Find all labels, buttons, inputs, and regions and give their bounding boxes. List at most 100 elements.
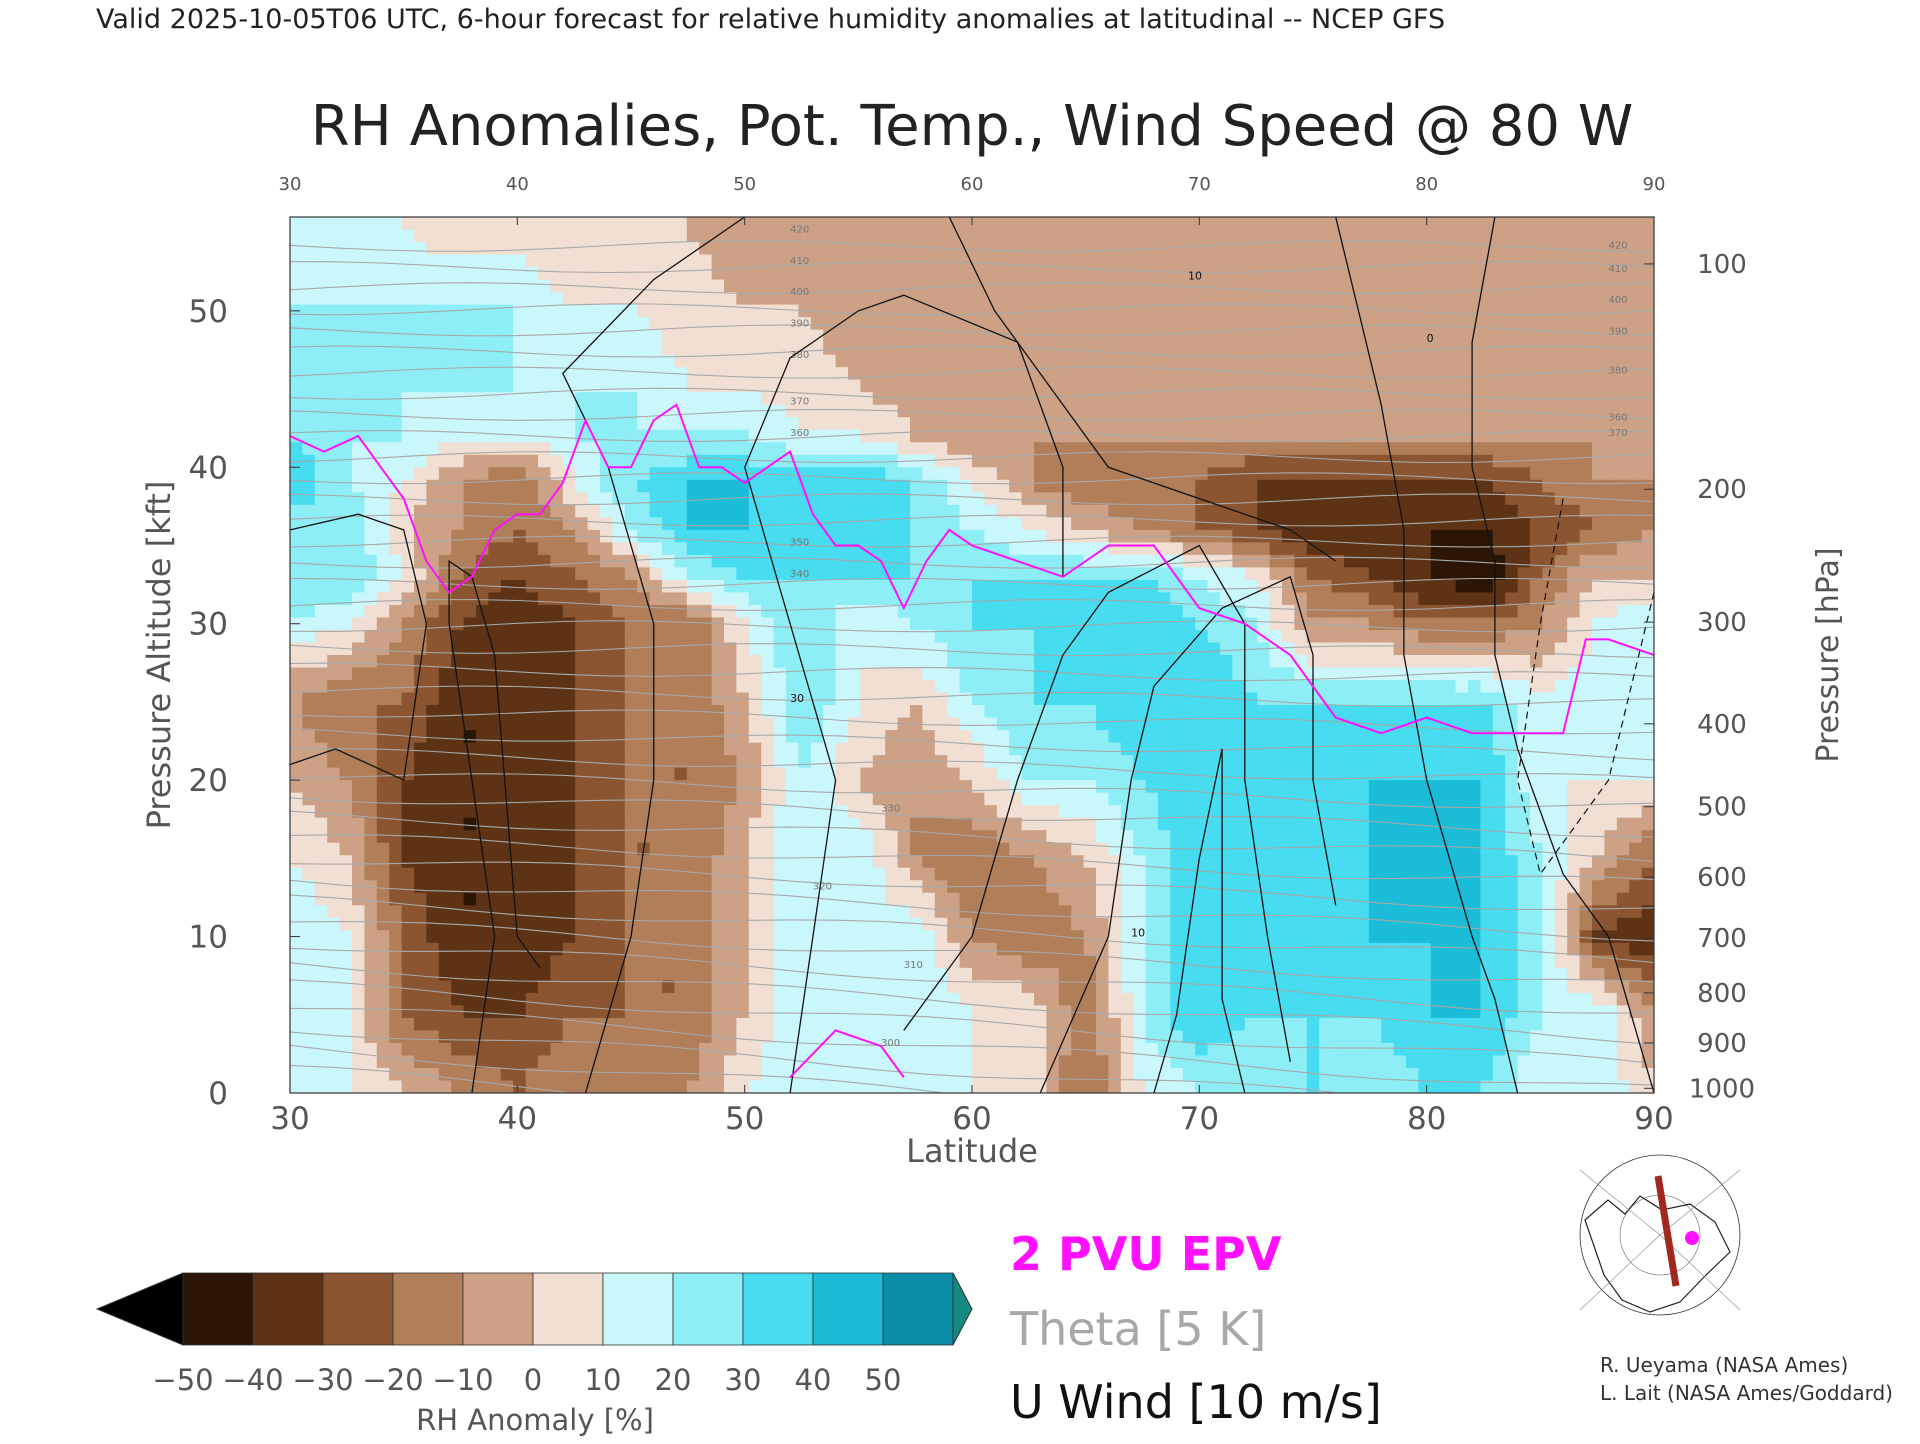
rh-cell [426, 317, 440, 331]
rh-cell [1108, 592, 1122, 606]
rh-cell [488, 504, 502, 518]
rh-cell [1145, 304, 1159, 318]
rh-cell [860, 755, 874, 769]
rh-cell [1244, 717, 1258, 731]
rh-cell [352, 354, 365, 368]
rh-cell [699, 279, 713, 293]
rh-cell [1207, 730, 1221, 744]
rh-cell [1083, 692, 1097, 706]
rh-cell [290, 730, 303, 744]
rh-cell [1505, 529, 1519, 543]
rh-cell [922, 467, 936, 481]
rh-cell [624, 392, 638, 406]
rh-cell [290, 780, 303, 794]
rh-cell [922, 767, 936, 781]
rh-cell [1393, 267, 1407, 281]
rh-cell [1269, 317, 1283, 331]
rh-cell [302, 680, 316, 694]
rh-cell [339, 329, 353, 343]
rh-cell [488, 717, 502, 731]
rh-cell [1629, 504, 1643, 518]
rh-cell [1344, 667, 1357, 681]
rh-cell [1368, 329, 1382, 343]
rh-cell [1331, 429, 1345, 443]
rh-cell [538, 279, 551, 293]
rh-cell [1368, 755, 1382, 769]
rh-cell [773, 267, 787, 281]
rh-cell [996, 304, 1010, 318]
rh-cell [1629, 567, 1643, 581]
rh-cell [488, 354, 502, 368]
rh-cell [1393, 567, 1407, 581]
rh-cell [513, 554, 527, 568]
rh-cell [1158, 442, 1171, 456]
rh-cell [662, 354, 675, 368]
rh-cell [1319, 317, 1333, 331]
rh-cell [1468, 292, 1481, 306]
rh-cell [674, 554, 688, 568]
rh-cell [1368, 267, 1382, 281]
rh-cell [1120, 629, 1134, 644]
rh-cell [376, 542, 390, 556]
rh-cell [1592, 504, 1605, 518]
rh-cell [1480, 442, 1494, 456]
rh-cell [562, 304, 576, 318]
rh-cell [438, 717, 452, 731]
rh-cell [724, 742, 737, 756]
rh-cell [823, 229, 837, 243]
rh-cell [934, 467, 948, 481]
rh-cell [438, 529, 452, 543]
rh-cell [711, 755, 725, 769]
rh-cell [612, 454, 626, 468]
rh-cell [984, 267, 998, 281]
rh-cell [1368, 467, 1382, 481]
rh-cell [600, 404, 613, 418]
rh-cell [959, 354, 973, 368]
rh-cell [1430, 592, 1444, 606]
rh-cell [860, 567, 874, 581]
rh-cell [1492, 717, 1506, 731]
rh-cell [1133, 629, 1147, 644]
rh-cell [1443, 680, 1457, 694]
rh-cell [686, 404, 700, 418]
rh-cell [612, 292, 626, 306]
rh-cell [1393, 492, 1407, 506]
rh-cell [463, 254, 477, 268]
rh-cell [1579, 417, 1593, 431]
rh-cell [922, 567, 936, 581]
rh-cell [724, 254, 737, 268]
rh-cell [1158, 517, 1171, 531]
rh-cell [550, 579, 564, 594]
rh-cell [959, 504, 973, 518]
rh-cell [897, 242, 911, 256]
rh-cell [637, 317, 651, 331]
rh-cell [525, 279, 539, 293]
rh-cell [414, 517, 427, 531]
rh-cell [1393, 329, 1407, 343]
rh-cell [476, 292, 489, 306]
rh-cell [1455, 529, 1469, 543]
rh-cell [1133, 692, 1147, 706]
rh-cell [934, 642, 948, 656]
rh-cell [612, 629, 626, 644]
rh-cell [1381, 217, 1395, 231]
rh-cell [352, 304, 365, 318]
rh-cell [1381, 342, 1395, 356]
rh-cell [1319, 429, 1333, 443]
rh-cell [463, 354, 477, 368]
rh-cell [1604, 367, 1618, 381]
rh-cell [426, 217, 440, 231]
rh-cell [1592, 717, 1605, 731]
rh-cell [786, 755, 799, 769]
rh-cell [674, 767, 688, 781]
rh-cell [1641, 730, 1654, 744]
rh-cell [860, 642, 874, 656]
rh-cell [872, 717, 886, 731]
rh-cell [823, 517, 837, 531]
rh-cell [773, 529, 787, 543]
rh-cell [290, 642, 303, 656]
rh-cell [624, 692, 638, 706]
rh-cell [414, 304, 427, 318]
rh-cell [1182, 755, 1196, 769]
rh-cell [550, 429, 564, 443]
